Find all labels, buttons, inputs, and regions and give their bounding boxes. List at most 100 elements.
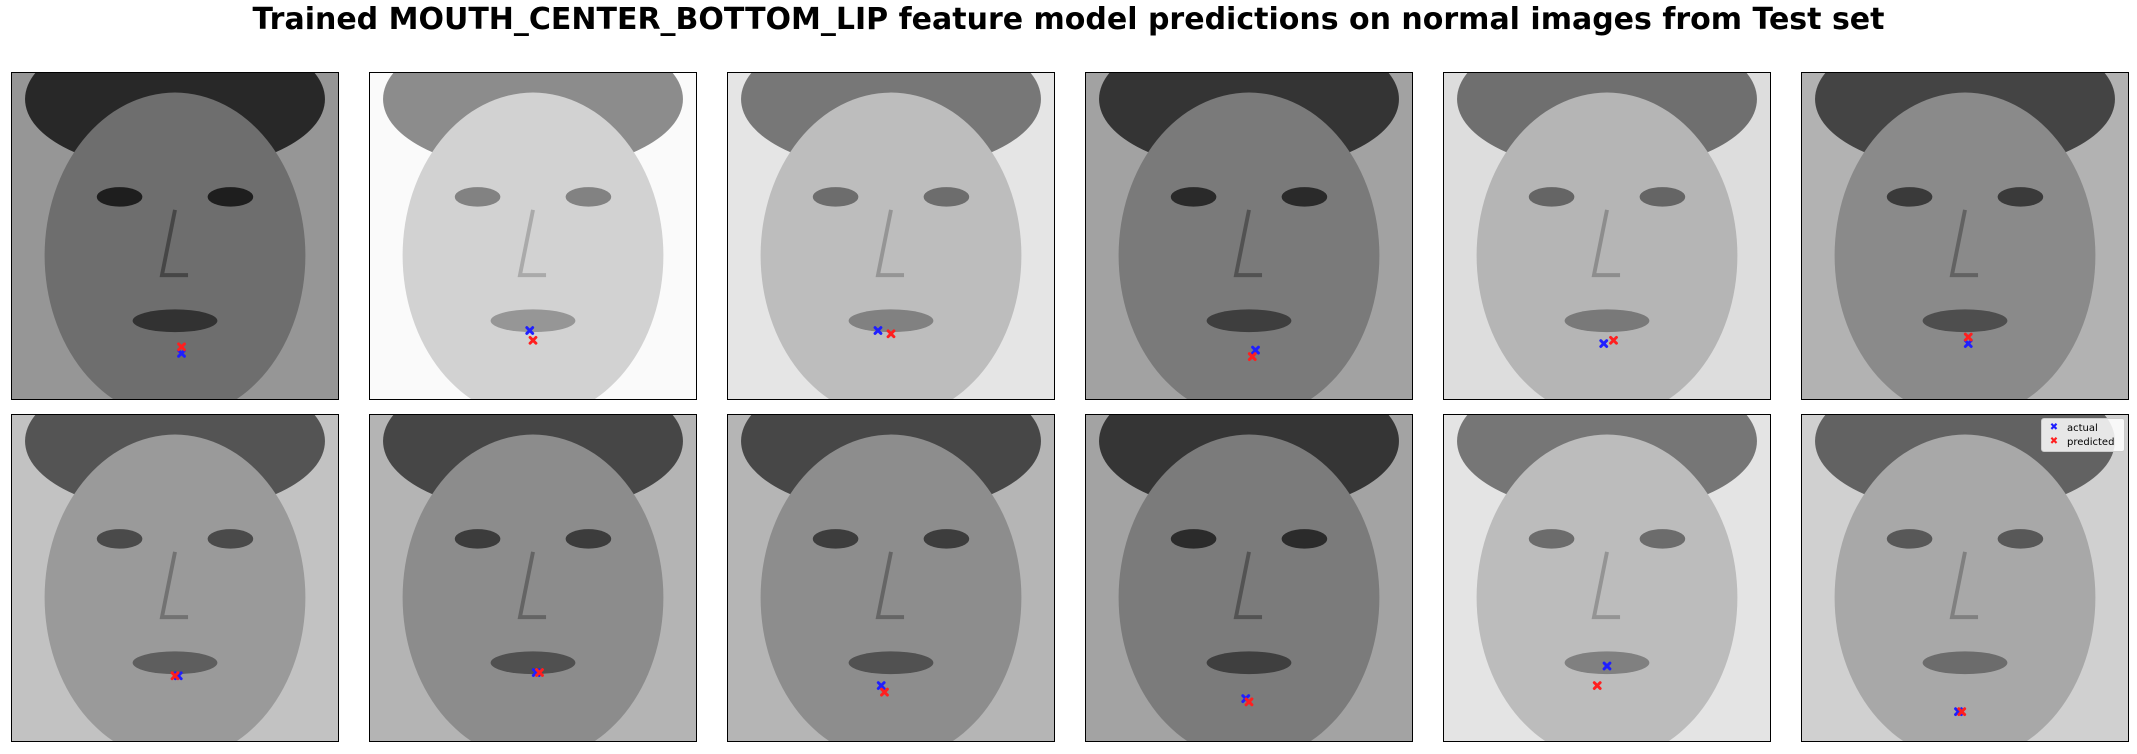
nose: [1591, 209, 1621, 278]
predicted-point: [535, 668, 544, 677]
face-panel: [1801, 72, 2129, 400]
face-panel: [1801, 414, 2129, 742]
mouth: [1922, 651, 2008, 675]
mouth: [848, 651, 934, 675]
face: [1834, 92, 2096, 399]
right-eye: [1281, 529, 1328, 549]
left-eye: [812, 187, 859, 207]
mouth: [1922, 309, 2008, 333]
left-eye: [1886, 529, 1933, 549]
mouth: [1564, 651, 1650, 675]
legend: ✖ actual ✖ predicted: [2041, 418, 2125, 452]
face: [1834, 434, 2096, 741]
face-image: [1444, 415, 1770, 741]
left-eye: [1886, 187, 1933, 207]
predicted-point: [1592, 681, 1602, 690]
right-eye: [565, 529, 612, 549]
nose: [1591, 551, 1621, 620]
right-eye: [1639, 187, 1686, 207]
left-eye: [1528, 187, 1575, 207]
face-image: [12, 73, 338, 399]
right-eye: [923, 529, 970, 549]
right-eye: [1281, 187, 1328, 207]
predicted-point: [528, 335, 538, 345]
face-panel: [11, 414, 339, 742]
face-panel: [369, 72, 697, 400]
right-eye: [207, 187, 254, 207]
nose: [159, 209, 189, 278]
left-eye: [96, 187, 143, 207]
face-panel: [369, 414, 697, 742]
face-panel: [727, 72, 1055, 400]
mouth: [132, 309, 218, 333]
face: [1476, 434, 1738, 741]
face-image: [1086, 415, 1412, 741]
legend-entry-predicted: ✖ predicted: [2047, 435, 2119, 449]
predicted-point: [1244, 697, 1254, 707]
face: [760, 92, 1022, 399]
mouth: [1206, 651, 1292, 675]
legend-label-actual: actual: [2067, 422, 2098, 434]
left-eye: [1528, 529, 1575, 549]
mouth: [490, 651, 576, 675]
nose: [1949, 209, 1979, 278]
right-eye: [1997, 529, 2044, 549]
actual-point: [177, 348, 186, 358]
face-panel: [1085, 72, 1413, 400]
face: [402, 434, 664, 741]
face-image: [370, 415, 696, 741]
nose: [1949, 551, 1979, 620]
predicted-point: [1247, 352, 1257, 362]
right-eye: [565, 187, 612, 207]
face: [402, 92, 664, 399]
face-image: [370, 73, 696, 399]
face: [1118, 92, 1380, 399]
actual-point: [1599, 339, 1609, 348]
right-eye: [1997, 187, 2044, 207]
x-marker-icon: ✖: [2049, 422, 2059, 433]
left-eye: [454, 529, 501, 549]
face-image: [728, 73, 1054, 399]
face-panel: [727, 414, 1055, 742]
mouth: [1564, 309, 1650, 333]
face: [44, 434, 306, 741]
legend-label-predicted: predicted: [2067, 436, 2115, 448]
face: [760, 434, 1022, 741]
face-image: [1444, 73, 1770, 399]
face-panel: [1443, 72, 1771, 400]
face-image: [1802, 73, 2128, 399]
left-eye: [812, 529, 859, 549]
left-eye: [1170, 187, 1217, 207]
actual-point: [1602, 661, 1612, 671]
legend-entry-actual: ✖ actual: [2047, 421, 2119, 435]
actual-point: [525, 326, 535, 335]
face-image: [1086, 73, 1412, 399]
predicted-point: [1963, 332, 1973, 342]
face-image: [728, 415, 1054, 741]
predicted-point: [170, 671, 180, 681]
face: [44, 92, 306, 399]
x-marker-icon: ✖: [2049, 436, 2059, 447]
mouth: [1206, 309, 1292, 333]
nose: [517, 209, 547, 278]
predicted-point: [1609, 335, 1618, 345]
nose: [1233, 551, 1263, 620]
mouth: [848, 309, 934, 333]
actual-point: [1251, 345, 1260, 355]
nose: [875, 209, 905, 278]
left-eye: [454, 187, 501, 207]
left-eye: [1170, 529, 1217, 549]
nose: [875, 551, 905, 620]
face-image: [1802, 415, 2128, 741]
face-panel: [1443, 414, 1771, 742]
predicted-point: [886, 329, 896, 339]
right-eye: [207, 529, 254, 549]
actual-point: [876, 681, 886, 690]
face-image: [12, 415, 338, 741]
face-panel: [1085, 414, 1413, 742]
right-eye: [923, 187, 970, 207]
actual-point: [873, 326, 883, 335]
predicted-point: [880, 687, 889, 697]
left-eye: [96, 529, 143, 549]
nose: [517, 551, 547, 620]
